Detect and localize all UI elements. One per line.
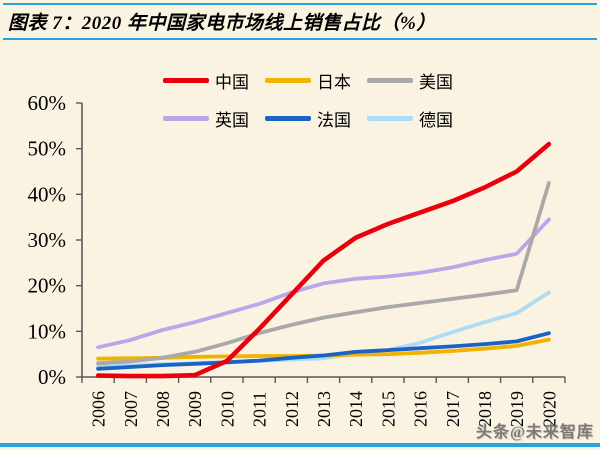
x-tick-label: 2013	[314, 391, 334, 427]
series-line-usa	[96, 180, 551, 366]
series-line-china	[95, 141, 552, 379]
header-bottom-rule	[3, 38, 597, 40]
x-tick-label: 2020	[539, 391, 559, 427]
x-tick-label: 2007	[121, 391, 141, 427]
x-tick-label: 2018	[475, 391, 495, 427]
legend-item-germany[interactable]: 德国	[367, 106, 455, 131]
x-tick-label: 2019	[507, 391, 527, 427]
legend-item-france[interactable]: 法国	[265, 106, 353, 131]
y-tick-label: 50%	[28, 137, 67, 161]
chart-title: 图表 7：2020 年中国家电市场线上销售占比（%）	[8, 13, 436, 34]
legend-item-japan[interactable]: 日本	[265, 68, 353, 93]
legend-item-uk[interactable]: 英国	[163, 106, 251, 131]
footer-rule	[0, 443, 600, 447]
x-tick-label: 2016	[411, 391, 431, 427]
y-tick-label: 10%	[28, 319, 67, 343]
x-tick-label: 2009	[185, 391, 205, 427]
legend-label-germany: 德国	[419, 111, 453, 130]
x-tick-label: 2010	[217, 391, 237, 427]
header-top-rule	[3, 3, 597, 5]
watermark: 头条@未来智库	[476, 424, 594, 441]
series-line-uk	[96, 217, 551, 350]
y-tick-label: 40%	[28, 182, 67, 206]
x-tick-label: 2006	[89, 391, 109, 427]
legend-label-china: 中国	[215, 73, 249, 92]
x-tick-label: 2014	[346, 391, 366, 427]
x-tick-label: 2017	[443, 391, 463, 427]
legend-swatch-china	[163, 78, 209, 83]
y-tick-label: 30%	[28, 228, 67, 252]
legend-swatch-germany	[367, 116, 413, 121]
legend-swatch-france	[265, 116, 311, 121]
legend-swatch-uk	[163, 116, 209, 121]
chart-legend: 中国 日本 美国英国 法国 德国	[163, 68, 483, 131]
legend-label-uk: 英国	[215, 111, 249, 130]
legend-label-japan: 日本	[317, 73, 351, 92]
x-tick-label: 2015	[378, 391, 398, 427]
legend-label-usa: 美国	[419, 73, 453, 92]
legend-label-france: 法国	[317, 111, 351, 130]
x-tick-label: 2012	[282, 391, 302, 427]
y-tick-label: 60%	[28, 91, 67, 115]
y-tick-label: 0%	[38, 365, 66, 389]
line-chart-plot: 0% 10% 20% 30% 40% 50% 60% 2006 2007 2008 2009 2010…	[28, 91, 566, 427]
x-tick-label: 2008	[153, 391, 173, 427]
x-tick-label: 2011	[250, 392, 270, 427]
series-line-france	[96, 331, 551, 371]
legend-swatch-japan	[265, 78, 311, 83]
y-tick-label: 20%	[28, 274, 67, 298]
legend-item-china[interactable]: 中国	[163, 68, 251, 93]
axis-lines	[81, 103, 565, 378]
legend-swatch-usa	[367, 78, 413, 83]
legend-item-usa[interactable]: 美国	[367, 68, 455, 93]
